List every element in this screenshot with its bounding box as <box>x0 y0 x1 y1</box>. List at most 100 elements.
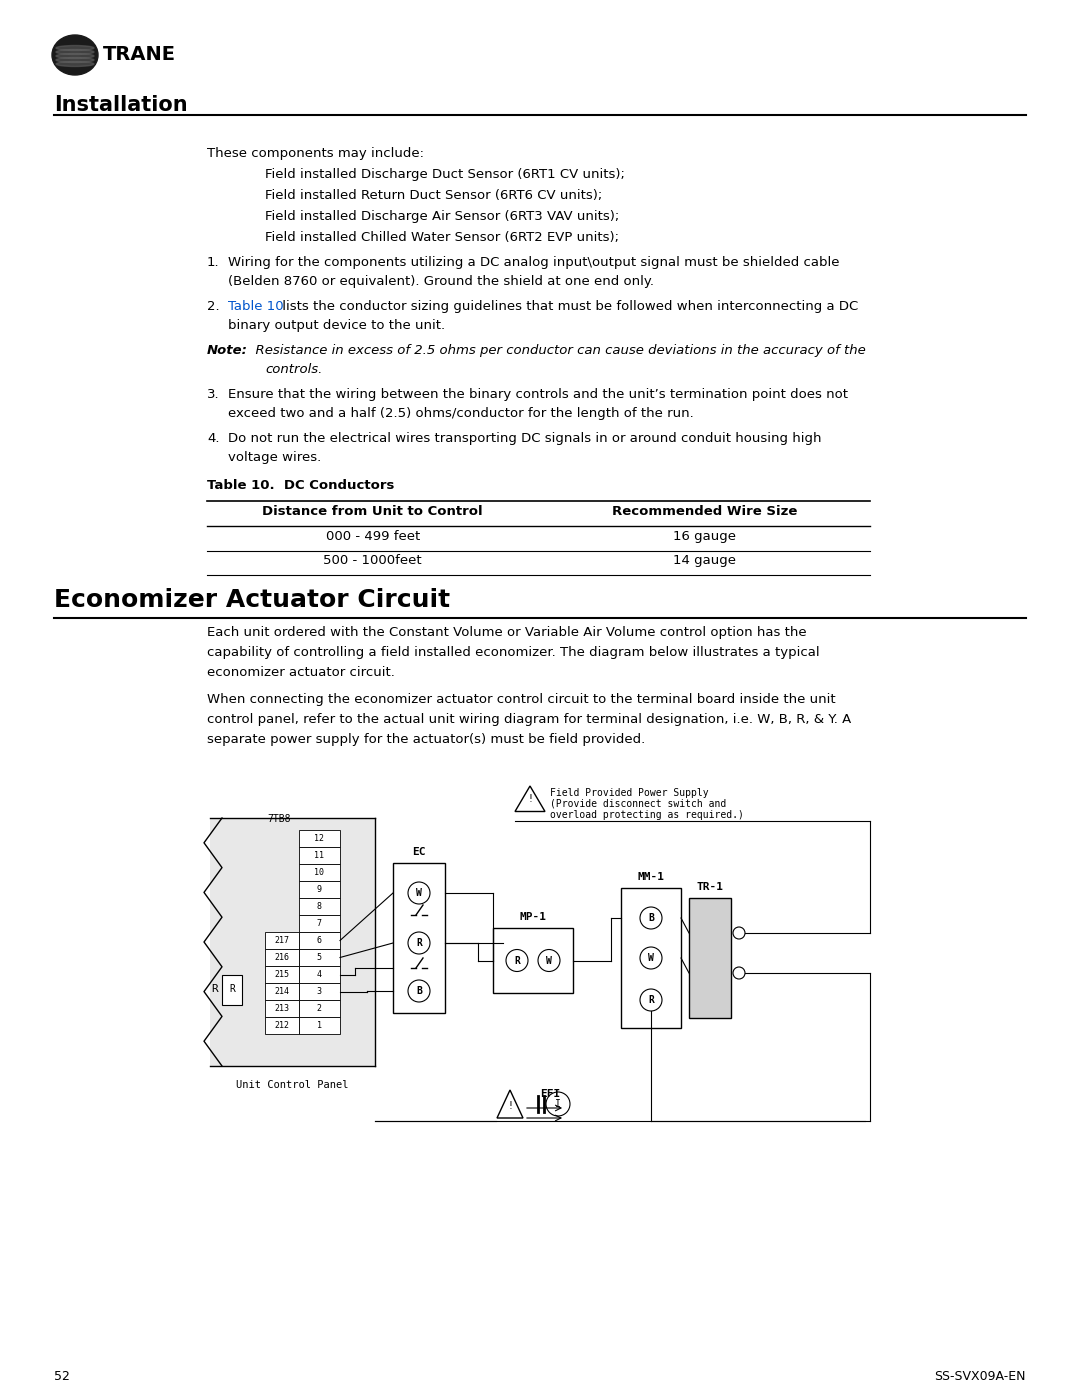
Circle shape <box>546 1092 570 1116</box>
Text: Table 10.  DC Conductors: Table 10. DC Conductors <box>207 479 394 492</box>
Ellipse shape <box>56 57 94 63</box>
Text: 7: 7 <box>316 919 322 928</box>
Text: Field installed Discharge Duct Sensor (6RT1 CV units);: Field installed Discharge Duct Sensor (6… <box>265 168 625 182</box>
Text: Field Provided Power Supply: Field Provided Power Supply <box>550 788 708 798</box>
Text: 215: 215 <box>274 970 289 979</box>
Bar <box>222 975 242 1004</box>
Ellipse shape <box>56 53 94 59</box>
Text: Ensure that the wiring between the binary controls and the unit’s termination po: Ensure that the wiring between the binar… <box>228 388 848 401</box>
Text: SS-SVX09A-EN: SS-SVX09A-EN <box>934 1370 1026 1383</box>
Bar <box>299 965 340 983</box>
Bar <box>265 965 299 983</box>
Circle shape <box>640 947 662 970</box>
Text: R: R <box>648 995 653 1004</box>
Text: When connecting the economizer actuator control circuit to the terminal board in: When connecting the economizer actuator … <box>207 693 836 705</box>
Text: voltage wires.: voltage wires. <box>228 451 321 464</box>
Bar <box>299 830 340 847</box>
Text: controls.: controls. <box>265 363 322 376</box>
Text: 500 - 1000feet: 500 - 1000feet <box>323 555 422 567</box>
Bar <box>265 983 299 1000</box>
Text: 213: 213 <box>274 1004 289 1013</box>
Text: control panel, refer to the actual unit wiring diagram for terminal designation,: control panel, refer to the actual unit … <box>207 712 851 726</box>
Text: EC: EC <box>413 847 426 856</box>
Text: 000 - 499 feet: 000 - 499 feet <box>326 529 420 543</box>
Text: 11: 11 <box>314 851 324 861</box>
Text: MM-1: MM-1 <box>637 872 664 882</box>
Text: W: W <box>546 956 552 965</box>
Text: Each unit ordered with the Constant Volume or Variable Air Volume control option: Each unit ordered with the Constant Volu… <box>207 626 807 638</box>
Circle shape <box>408 981 430 1002</box>
Text: 1: 1 <box>316 1021 322 1030</box>
Circle shape <box>507 950 528 971</box>
Bar <box>621 888 681 1028</box>
Text: 52: 52 <box>54 1370 70 1383</box>
Circle shape <box>640 907 662 929</box>
Text: (Provide disconnect switch and: (Provide disconnect switch and <box>550 799 726 809</box>
Bar <box>299 882 340 898</box>
Text: Note:: Note: <box>207 344 248 358</box>
Text: separate power supply for the actuator(s) must be field provided.: separate power supply for the actuator(s… <box>207 733 645 746</box>
Bar <box>299 1017 340 1034</box>
Text: MP-1: MP-1 <box>519 912 546 922</box>
Text: Field installed Chilled Water Sensor (6RT2 EVP units);: Field installed Chilled Water Sensor (6R… <box>265 231 619 244</box>
Circle shape <box>408 932 430 954</box>
Polygon shape <box>515 787 545 812</box>
Circle shape <box>408 882 430 904</box>
Ellipse shape <box>56 46 94 50</box>
Text: 2.: 2. <box>207 300 219 313</box>
Text: R: R <box>212 985 218 995</box>
Bar <box>265 949 299 965</box>
Text: 214: 214 <box>274 988 289 996</box>
Text: I: I <box>555 1099 561 1109</box>
Circle shape <box>538 950 561 971</box>
Bar <box>689 898 731 1018</box>
Text: 6: 6 <box>316 936 322 944</box>
Text: W: W <box>416 888 422 898</box>
Text: 3: 3 <box>316 988 322 996</box>
Text: Distance from Unit to Control: Distance from Unit to Control <box>262 504 483 518</box>
Text: R: R <box>416 937 422 949</box>
Text: W: W <box>648 953 653 963</box>
Text: EFI: EFI <box>540 1090 561 1099</box>
Text: These components may include:: These components may include: <box>207 147 424 161</box>
Text: !: ! <box>508 1101 513 1111</box>
Text: Do not run the electrical wires transporting DC signals in or around conduit hou: Do not run the electrical wires transpor… <box>228 432 822 446</box>
Text: economizer actuator circuit.: economizer actuator circuit. <box>207 666 395 679</box>
Bar <box>299 847 340 863</box>
Text: capability of controlling a field installed economizer. The diagram below illust: capability of controlling a field instal… <box>207 645 820 659</box>
Bar <box>265 1017 299 1034</box>
Ellipse shape <box>52 35 98 75</box>
Bar <box>299 949 340 965</box>
Text: 216: 216 <box>274 953 289 963</box>
Bar <box>265 1000 299 1017</box>
Ellipse shape <box>56 61 94 67</box>
Text: Field installed Discharge Air Sensor (6RT3 VAV units);: Field installed Discharge Air Sensor (6R… <box>265 210 619 224</box>
Text: 1.: 1. <box>207 256 219 270</box>
Bar <box>299 983 340 1000</box>
Text: 5: 5 <box>316 953 322 963</box>
Bar <box>299 932 340 949</box>
Circle shape <box>733 967 745 979</box>
Text: 12: 12 <box>314 834 324 842</box>
Text: 7TB8: 7TB8 <box>267 814 291 824</box>
Text: !: ! <box>528 795 532 805</box>
Bar <box>299 1000 340 1017</box>
Text: 2: 2 <box>316 1004 322 1013</box>
Ellipse shape <box>56 49 94 54</box>
Text: 3.: 3. <box>207 388 219 401</box>
Text: B: B <box>648 914 653 923</box>
Text: Installation: Installation <box>54 95 188 115</box>
Bar <box>299 915 340 932</box>
Text: Recommended Wire Size: Recommended Wire Size <box>611 504 797 518</box>
Text: 4.: 4. <box>207 432 219 446</box>
Text: overload protecting as required.): overload protecting as required.) <box>550 810 744 820</box>
Circle shape <box>640 989 662 1011</box>
Text: R: R <box>514 956 519 965</box>
Text: 9: 9 <box>316 886 322 894</box>
Text: Field installed Return Duct Sensor (6RT6 CV units);: Field installed Return Duct Sensor (6RT6… <box>265 189 603 203</box>
Text: B: B <box>416 986 422 996</box>
Text: 16 gauge: 16 gauge <box>673 529 735 543</box>
Circle shape <box>733 928 745 939</box>
Bar <box>299 863 340 882</box>
Text: Wiring for the components utilizing a DC analog input\output signal must be shie: Wiring for the components utilizing a DC… <box>228 256 839 270</box>
